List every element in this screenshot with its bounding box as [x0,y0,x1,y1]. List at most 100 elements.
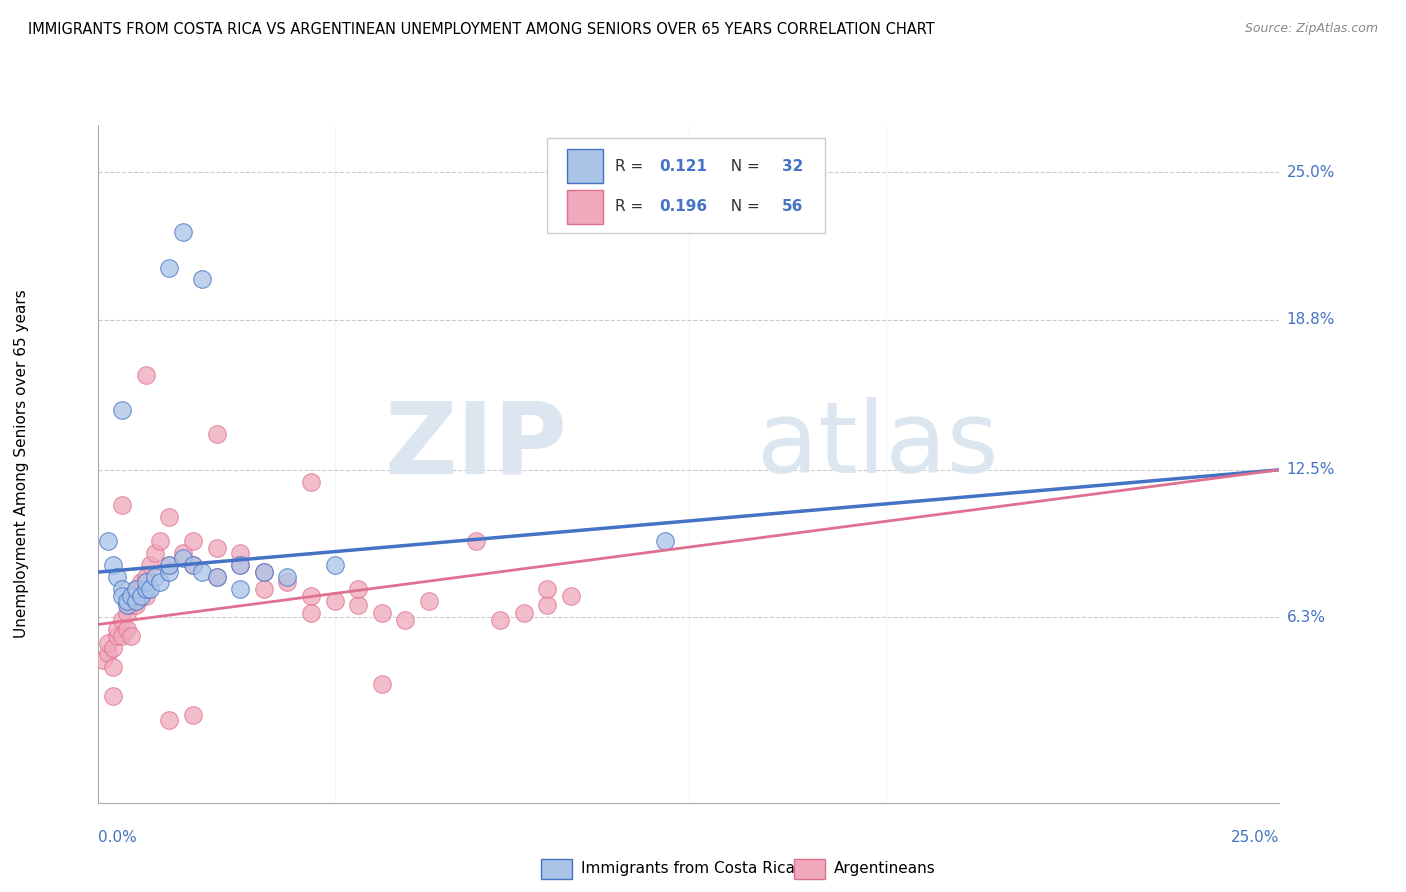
Text: R =: R = [614,159,648,174]
Point [149,574,172,589]
Text: Source: ZipAtlas.com: Source: ZipAtlas.com [1244,22,1378,36]
Point [157,558,180,572]
Point [101,558,124,572]
Point [465,534,488,549]
Point [181,558,204,572]
Point [121,589,143,603]
Point [157,558,180,572]
Point [205,541,228,556]
Point [299,475,322,489]
Point [205,427,228,442]
Text: 0.196: 0.196 [659,200,707,214]
Point [111,589,134,603]
Point [172,546,194,560]
Point [229,546,252,560]
Text: N =: N = [721,159,765,174]
Point [115,599,138,613]
Point [172,550,194,565]
Text: 25.0%: 25.0% [1286,165,1334,180]
Point [512,606,534,620]
Point [536,599,558,613]
Point [229,558,252,572]
Point [323,558,346,572]
Point [125,582,148,596]
Point [111,582,134,596]
Point [125,593,148,607]
Text: 32: 32 [782,159,804,174]
Point [253,565,276,579]
Point [111,499,134,513]
Point [489,613,512,627]
Point [135,368,157,382]
Text: IMMIGRANTS FROM COSTA RICA VS ARGENTINEAN UNEMPLOYMENT AMONG SENIORS OVER 65 YEA: IMMIGRANTS FROM COSTA RICA VS ARGENTINEA… [28,22,935,37]
Point [371,677,394,691]
Point [143,546,166,560]
Point [111,613,134,627]
Text: atlas: atlas [756,398,998,494]
Point [121,629,143,643]
Point [205,570,228,584]
Point [135,582,157,596]
Point [135,574,157,589]
Bar [567,190,603,224]
Point [191,565,214,579]
Text: 18.8%: 18.8% [1286,312,1334,327]
Point [91,653,114,667]
Point [536,582,558,596]
Point [181,534,204,549]
Point [105,570,128,584]
Point [418,593,440,607]
Point [115,593,138,607]
Point [125,599,148,613]
Text: 6.3%: 6.3% [1286,610,1326,624]
Bar [567,149,603,183]
Point [101,660,124,674]
Point [135,570,157,584]
Point [105,629,128,643]
FancyBboxPatch shape [547,138,825,234]
Point [157,510,180,524]
Point [299,606,322,620]
Point [129,589,152,603]
Point [101,641,124,656]
Text: Argentineans: Argentineans [834,862,935,876]
Point [97,646,120,660]
Point [205,570,228,584]
Point [191,272,214,286]
Point [253,582,276,596]
Point [129,574,152,589]
Point [101,689,124,703]
Point [323,593,346,607]
Point [172,225,194,239]
Text: Immigrants from Costa Rica: Immigrants from Costa Rica [581,862,794,876]
Text: ZIP: ZIP [385,398,568,494]
Text: N =: N = [721,200,765,214]
Point [560,589,582,603]
Text: 0.0%: 0.0% [98,830,138,845]
Point [125,593,148,607]
Point [276,570,298,584]
Point [253,565,276,579]
Point [121,599,143,613]
Point [654,534,676,549]
Point [347,582,370,596]
Point [105,622,128,636]
Point [229,558,252,572]
Point [115,606,138,620]
Point [276,574,298,589]
Text: 12.5%: 12.5% [1286,462,1334,477]
Point [111,403,134,417]
Point [157,713,180,727]
Point [97,636,120,650]
Point [115,622,138,636]
Point [143,570,166,584]
Point [371,606,394,620]
Point [125,582,148,596]
Point [157,565,180,579]
Text: R =: R = [614,200,648,214]
Point [139,558,162,572]
Point [181,707,204,722]
Text: Unemployment Among Seniors over 65 years: Unemployment Among Seniors over 65 years [14,290,28,638]
Point [394,613,416,627]
Text: 25.0%: 25.0% [1232,830,1279,845]
